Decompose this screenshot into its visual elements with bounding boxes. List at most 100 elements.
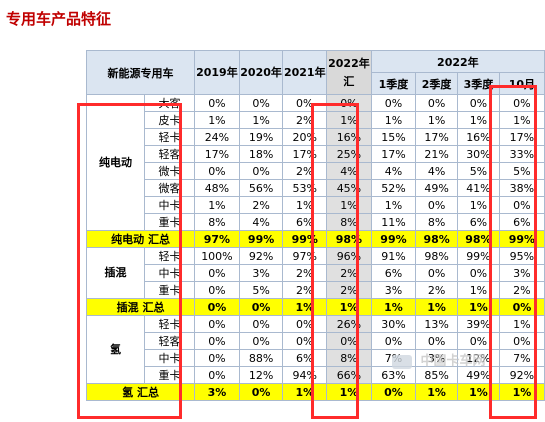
value-cell: 8% [194, 213, 240, 231]
value-cell: 30% [457, 145, 500, 163]
value-cell: 2% [415, 281, 459, 299]
value-cell: 17% [282, 145, 328, 163]
group-label: 氢 [86, 315, 145, 384]
value-cell: 88% [238, 349, 284, 367]
vehicle-type-cell: 重卡 [143, 366, 196, 384]
table-row: 中卡0%88%6%8%7%3%12%7% [87, 349, 545, 367]
value-cell: 17% [194, 145, 240, 163]
value-cell: 2% [326, 264, 372, 282]
data-table: 新能源专用车 2019年 2020年 2021年 2022年 汇 2022年 1… [85, 50, 545, 401]
total-value-cell: 1% [326, 298, 372, 316]
value-cell: 0% [282, 94, 328, 112]
group-label: 插混 [86, 247, 145, 299]
value-cell: 26% [326, 315, 372, 333]
value-cell: 99% [457, 247, 500, 265]
value-cell: 8% [326, 349, 372, 367]
year-header-2021: 2021年 [282, 50, 328, 95]
value-cell: 6% [282, 213, 328, 231]
value-cell: 7% [498, 349, 545, 367]
value-cell: 0% [326, 332, 372, 350]
total-value-cell: 0% [238, 383, 284, 401]
value-cell: 0% [415, 196, 459, 214]
table-row: 氢轻卡 0% 0% 0% 26% 30% 13% 39% 1% [86, 315, 545, 384]
value-cell: 97% [282, 247, 328, 265]
value-cell: 8% [415, 213, 459, 231]
value-cell: 45% [326, 179, 372, 197]
value-cell: 1% [457, 196, 500, 214]
value-cell: 94% [282, 366, 328, 384]
value-cell: 0% [457, 332, 500, 350]
value-cell: 0% [415, 332, 459, 350]
total-value-cell: 1% [415, 298, 459, 316]
vehicle-type-cell: 皮卡 [143, 111, 196, 129]
group-label: 纯电动 [86, 94, 145, 231]
value-cell: 2% [238, 196, 284, 214]
value-cell: 2% [326, 281, 372, 299]
value-cell: 41% [457, 179, 500, 197]
value-cell: 0% [370, 94, 417, 112]
value-cell: 4% [415, 162, 459, 180]
value-cell: 25% [326, 145, 372, 163]
vehicle-type-cell: 中卡 [143, 349, 196, 367]
total-value-cell: 1% [457, 298, 500, 316]
value-cell: 16% [326, 128, 372, 146]
value-cell: 5% [498, 162, 545, 180]
value-cell: 1% [194, 111, 240, 129]
value-cell: 3% [370, 281, 417, 299]
value-cell: 0% [194, 366, 240, 384]
value-cell: 0% [457, 94, 500, 112]
total-value-cell: 1% [370, 298, 417, 316]
total-value-cell: 1% [282, 298, 328, 316]
value-cell: 1% [326, 196, 372, 214]
value-cell: 1% [498, 315, 545, 333]
total-value-cell: 97% [194, 230, 240, 248]
value-cell: 0% [498, 94, 545, 112]
value-cell: 85% [415, 366, 459, 384]
total-value-cell: 98% [457, 230, 500, 248]
value-cell: 2% [498, 281, 545, 299]
value-cell: 1% [238, 111, 284, 129]
value-cell: 2% [282, 264, 328, 282]
value-cell: 0% [457, 264, 500, 282]
value-cell: 6% [282, 349, 328, 367]
total-row: 插混 汇总 0% 0% 1% 1% 1% 1% 1% 0% [85, 298, 545, 316]
sub-header-q1: 1季度 [370, 72, 417, 95]
value-cell: 1% [326, 111, 372, 129]
value-cell: 17% [370, 145, 417, 163]
page-title: 专用车产品特征 [6, 10, 112, 28]
total-value-cell: 0% [238, 298, 284, 316]
value-cell: 52% [370, 179, 417, 197]
total-value-cell: 99% [282, 230, 328, 248]
table-row: 微客 48% 56% 53% 45% 52% 49% 41% 38% [87, 179, 545, 197]
value-cell: 1% [457, 111, 500, 129]
vehicle-type-cell: 微卡 [143, 162, 196, 180]
value-cell: 0% [498, 332, 545, 350]
value-cell: 19% [238, 128, 284, 146]
vehicle-type-cell: 大客 [143, 94, 196, 112]
total-label: 氢 汇总 [85, 383, 196, 401]
watermark-logo-icon [392, 354, 412, 369]
value-cell: 21% [415, 145, 459, 163]
value-cell: 96% [326, 247, 372, 265]
total-value-cell: 1% [415, 383, 459, 401]
value-cell: 0% [282, 315, 328, 333]
value-cell: 66% [326, 366, 372, 384]
value-cell: 95% [498, 247, 545, 265]
value-cell: 12% [238, 366, 284, 384]
value-cell: 1% [415, 111, 459, 129]
value-cell: 4% [370, 162, 417, 180]
total-value-cell: 99% [498, 230, 545, 248]
total-value-cell: 98% [415, 230, 459, 248]
value-cell: 1% [370, 111, 417, 129]
total-value-cell: 98% [326, 230, 372, 248]
value-cell: 6% [498, 213, 545, 231]
table-row: 重卡 8% 4% 6% 8% 11% 8% 6% 6% [87, 213, 545, 231]
value-cell: 24% [194, 128, 240, 146]
year-header-2022-total: 2022年 汇 [326, 50, 372, 95]
value-cell: 16% [457, 128, 500, 146]
value-cell: 0% [370, 332, 417, 350]
value-cell: 5% [238, 281, 284, 299]
value-cell: 98% [415, 247, 459, 265]
corner-header: 新能源专用车 [85, 50, 196, 95]
table-row: 轻客 17% 18% 17% 25% 17% 21% 30% 33% [87, 145, 545, 163]
